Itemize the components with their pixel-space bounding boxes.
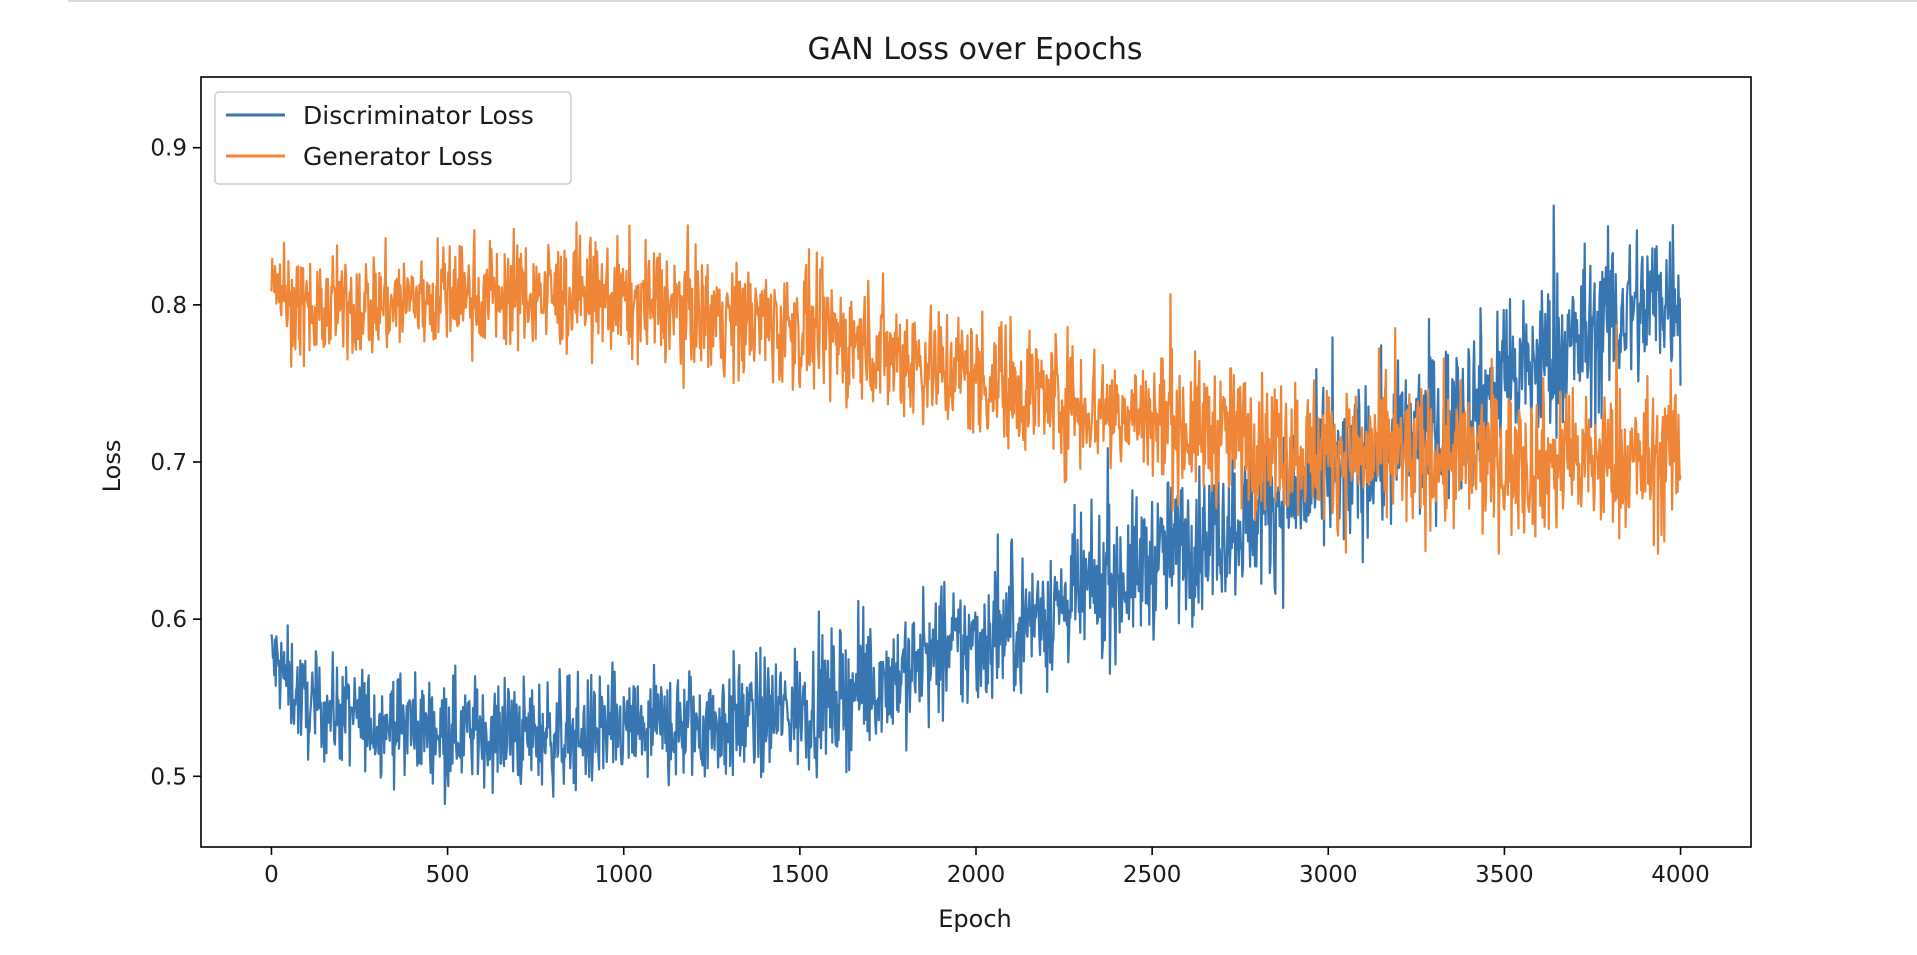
legend-label-generator: Generator Loss	[303, 142, 493, 171]
y-tick-label: 0.8	[150, 293, 187, 319]
x-tick-label: 3500	[1475, 862, 1534, 888]
x-tick-label: 1500	[771, 862, 830, 888]
series-layer	[270, 204, 1682, 806]
y-tick-label: 0.6	[150, 607, 187, 633]
y-tick-label: 0.9	[150, 136, 187, 162]
y-tick-label: 0.7	[150, 450, 187, 476]
x-tick-label: 2000	[947, 862, 1006, 888]
legend: Discriminator Loss Generator Loss	[214, 91, 572, 185]
x-axis-title: Epoch	[938, 905, 1012, 933]
x-tick-label: 2500	[1123, 862, 1182, 888]
x-tick-label: 500	[426, 862, 470, 888]
y-tick-label: 0.5	[150, 764, 187, 790]
x-axis: 0 500 1000 1500 2000 2500 3000 3500 4000	[264, 847, 1710, 888]
top-divider	[68, 0, 1917, 2]
x-tick-label: 0	[264, 862, 279, 888]
x-tick-label: 4000	[1651, 862, 1710, 888]
x-tick-label: 1000	[594, 862, 653, 888]
series-line-generator	[270, 221, 1682, 555]
y-axis-title: Loss	[98, 440, 126, 493]
legend-label-discriminator: Discriminator Loss	[303, 101, 534, 130]
x-tick-label: 3000	[1299, 862, 1358, 888]
legend-box	[214, 91, 572, 185]
chart-title: GAN Loss over Epochs	[807, 32, 1142, 67]
y-axis: 0.5 0.6 0.7 0.8 0.9	[150, 136, 201, 790]
series-line-discriminator	[270, 204, 1682, 806]
